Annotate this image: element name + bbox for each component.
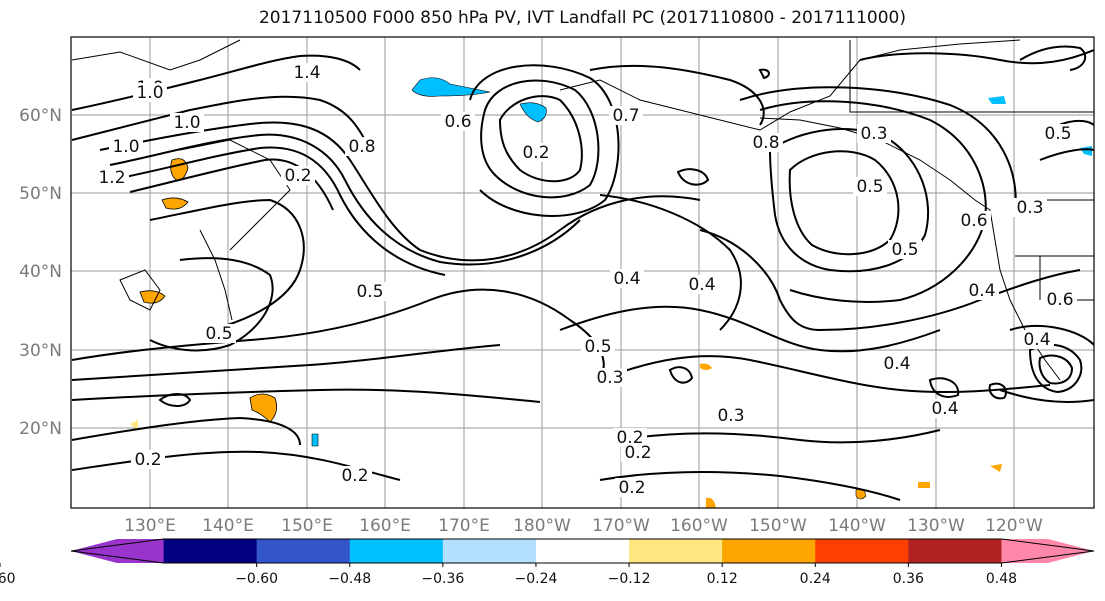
contour-label: 0.5 <box>205 324 232 344</box>
colorbar: −0.60 −0.48 −0.36 −0.24 −0.12 0.12 0.24 0.36 0.4… <box>0 538 1095 587</box>
contour-label: 0.5 <box>856 177 883 197</box>
lat-label: 30°N <box>19 341 62 361</box>
lat-label: 20°N <box>19 419 62 439</box>
contour-label: 0.2 <box>624 443 651 463</box>
colorbar-tick-label: −0.12 <box>608 571 651 587</box>
colorbar-swatch <box>1001 539 1094 563</box>
colorbar-tick-label: 0.60 <box>0 571 16 587</box>
colorbar-swatch <box>349 539 444 563</box>
contour-labels: 1.4 1.0 1.0 1.0 1.2 0.2 0.8 0.7 0.6 0.2 0.8 0.3 0.5 0… <box>95 63 1077 498</box>
contour-label: 0.5 <box>891 240 918 260</box>
pv-shading <box>130 77 1092 508</box>
lon-label: 130°W <box>907 516 965 536</box>
contour-label: 0.3 <box>1016 198 1043 218</box>
colorbar-swatch <box>722 539 816 563</box>
contour-label: 1.0 <box>136 83 163 103</box>
map-title: 2017110500 F000 850 hPa PV, IVT Landfall… <box>258 8 906 28</box>
colorbar-tick-label: −0.48 <box>328 571 371 587</box>
lon-label: 140°E <box>202 516 254 536</box>
colorbar-swatch <box>163 539 258 563</box>
colorbar-tick-label: 0.48 <box>986 571 1017 587</box>
contour-label: 1.4 <box>293 63 320 83</box>
contour-label: 0.5 <box>356 282 383 302</box>
contour-label: 0.6 <box>960 211 987 231</box>
contour-label: 0.7 <box>612 106 639 126</box>
colorbar-tick-label: −0.36 <box>421 571 464 587</box>
contour-label: 1.2 <box>98 168 125 188</box>
longitude-labels: 130°E 140°E 150°E 160°E 170°E 180°W 170°W 160°W… <box>124 516 1043 536</box>
lon-label: 160°W <box>670 516 728 536</box>
contour-label: 0.6 <box>1046 290 1073 310</box>
map-area <box>71 37 1094 508</box>
colorbar-swatch <box>442 539 537 563</box>
contour-label: 0.2 <box>284 166 311 186</box>
lat-label: 40°N <box>19 262 62 282</box>
colorbar-swatch <box>815 539 909 563</box>
lon-label: 130°E <box>124 516 176 536</box>
contour-label: 0.8 <box>752 133 779 153</box>
contour-label: 0.2 <box>522 143 549 163</box>
colorbar-swatch <box>629 539 723 563</box>
contour-label: 0.5 <box>1044 124 1071 144</box>
contour-label: 0.4 <box>968 281 995 301</box>
lon-label: 150°E <box>281 516 333 536</box>
contour-label: 0.4 <box>613 269 640 289</box>
contour-label: 0.2 <box>134 450 161 470</box>
contour-label: 0.2 <box>618 478 645 498</box>
gridlines <box>71 37 1094 508</box>
contour-label: 0.5 <box>584 337 611 357</box>
lon-label: 170°E <box>438 516 490 536</box>
colorbar-swatch <box>71 539 164 563</box>
map-frame <box>70 36 1095 509</box>
colorbar-swatch <box>535 539 630 563</box>
lon-label: 140°W <box>828 516 886 536</box>
lon-label: 180°W <box>513 516 571 536</box>
contour-label: 0.4 <box>931 399 958 419</box>
pv-contours <box>71 45 1094 501</box>
contour-label: 0.8 <box>348 137 375 157</box>
contour-label: 0.4 <box>1023 330 1050 350</box>
lon-label: 160°E <box>359 516 411 536</box>
contour-label: 1.0 <box>173 113 200 133</box>
contour-label: 1.0 <box>112 137 139 157</box>
contour-label: 0.3 <box>596 368 623 388</box>
colorbar-tick-label: 0.12 <box>707 571 738 587</box>
lon-label: 170°W <box>592 516 650 536</box>
contour-label: 0.6 <box>444 112 471 132</box>
contour-label: 0.2 <box>341 466 368 486</box>
colorbar-tick-label: −0.60 <box>235 571 278 587</box>
lat-label: 60°N <box>19 106 62 126</box>
colorbar-tick-label: 0.24 <box>800 571 831 587</box>
contour-label: 0.4 <box>883 354 910 374</box>
contour-label: 0.3 <box>717 406 744 426</box>
lat-label: 50°N <box>19 184 62 204</box>
colorbar-swatch <box>256 539 351 563</box>
colorbar-tick-label: 0.36 <box>893 571 924 587</box>
contour-label: 0.4 <box>688 275 715 295</box>
latitude-labels: 60°N 50°N 40°N 30°N 20°N <box>19 106 62 439</box>
lon-label: 150°W <box>749 516 807 536</box>
lon-label: 120°W <box>985 516 1043 536</box>
colorbar-swatch <box>908 539 1002 563</box>
colorbar-tick-label: −0.24 <box>514 571 557 587</box>
contour-label: 0.3 <box>860 124 887 144</box>
